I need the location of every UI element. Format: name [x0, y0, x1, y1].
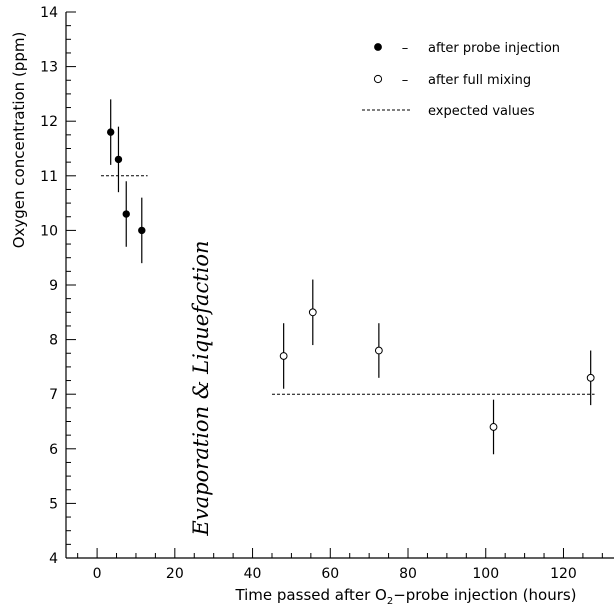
y-tick-label: 7	[49, 387, 58, 403]
full-mixing-point	[279, 352, 288, 360]
legend-entry-label: expected values	[428, 104, 535, 119]
probe-injection-point	[122, 210, 130, 218]
legend-filled-marker	[374, 43, 382, 51]
legend-open-marker	[373, 74, 383, 84]
y-tick-label: 10	[40, 223, 58, 239]
y-tick-label: 14	[40, 5, 58, 21]
legend: – after probe injection – after full mixing…	[362, 41, 560, 119]
x-axis-label: Time passed after O2−probe injection (ho…	[234, 586, 576, 606]
legend-dash: –	[402, 41, 409, 56]
x-tick-label: 100	[472, 566, 499, 582]
x-tick-label: 60	[321, 566, 339, 582]
y-tick-label: 12	[40, 114, 58, 130]
x-tick-label: 80	[399, 566, 417, 582]
plot-area	[100, 99, 595, 455]
axes: 4 5 6 7 8 9 10 11 12 13 14 0 20 40 60 80 100 120	[40, 5, 614, 582]
legend-dash: –	[402, 73, 409, 88]
probe-injection-point	[114, 155, 123, 164]
y-tick-label: 5	[49, 496, 58, 512]
x-tick-label: 0	[93, 566, 102, 582]
y-axis-label: Oxygen concentration (ppm)	[10, 32, 28, 249]
x-tick-label: 40	[244, 566, 262, 582]
probe-injection-point	[138, 226, 146, 235]
y-tick-label: 9	[49, 278, 58, 294]
x-tick-label: 120	[550, 566, 577, 582]
y-tick-label: 11	[40, 169, 58, 185]
y-tick-label: 6	[49, 442, 58, 458]
y-tick-label: 8	[49, 333, 58, 349]
probe-injection-point	[106, 128, 115, 136]
evaporation-liquefaction-annotation: Evaporation & Liquefaction	[189, 240, 213, 536]
legend-entry-label: after full mixing	[428, 73, 531, 88]
x-tick-label: 20	[166, 566, 184, 582]
full-mixing-point	[308, 308, 317, 317]
legend-entry-label: after probe injection	[428, 41, 560, 56]
full-mixing-point	[489, 423, 498, 431]
y-tick-label: 13	[40, 60, 58, 76]
full-mixing-point	[374, 346, 383, 355]
y-tick-label: 4	[49, 551, 58, 567]
full-mixing-point	[586, 373, 595, 382]
